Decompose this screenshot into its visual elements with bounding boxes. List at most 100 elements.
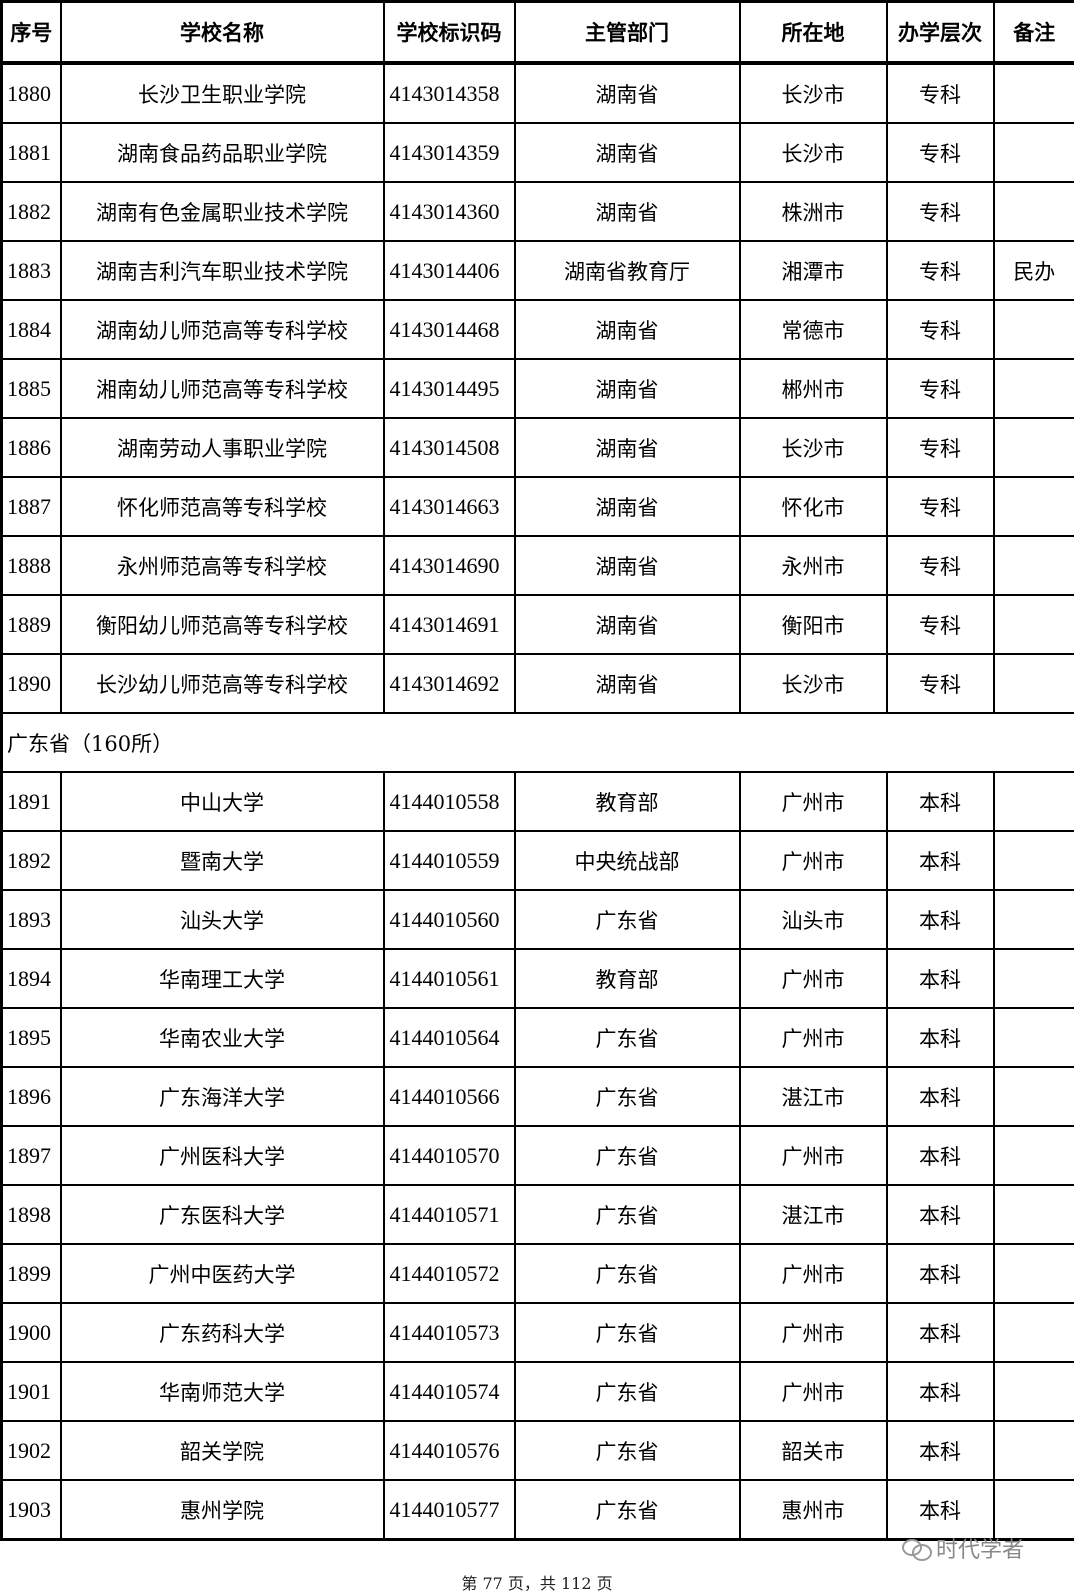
cell-school-code: 4144010576 [382, 1420, 516, 1481]
cell-remarks [992, 1420, 1074, 1481]
header-remarks: 备注 [992, 0, 1074, 65]
cell-location: 长沙市 [738, 122, 888, 183]
table-row: 1889 衡阳幼儿师范高等专科学校 4143014691 湖南省 衡阳市 专科 [0, 594, 1074, 655]
cell-school-name: 广东海洋大学 [59, 1066, 385, 1127]
cell-index: 1903 [0, 1479, 62, 1541]
cell-index: 1902 [0, 1420, 62, 1481]
header-authority: 主管部门 [513, 0, 741, 65]
cell-index: 1882 [0, 181, 62, 242]
table-row: 1897 广州医科大学 4144010570 广东省 广州市 本科 [0, 1125, 1074, 1186]
cell-authority: 湖南省 [513, 594, 741, 655]
cell-level: 本科 [885, 1479, 995, 1541]
cell-level: 专科 [885, 240, 995, 301]
cell-remarks [992, 948, 1074, 1009]
cell-authority: 湖南省 [513, 62, 741, 124]
cell-authority: 湖南省 [513, 299, 741, 360]
cell-location: 广州市 [738, 1361, 888, 1422]
table-row: 1887 怀化师范高等专科学校 4143014663 湖南省 怀化市 专科 [0, 476, 1074, 537]
cell-level: 专科 [885, 299, 995, 360]
header-level: 办学层次 [885, 0, 995, 65]
cell-school-name: 惠州学院 [59, 1479, 385, 1541]
cell-remarks [992, 1302, 1074, 1363]
cell-remarks: 民办 [992, 240, 1074, 301]
cell-authority: 广东省 [513, 1184, 741, 1245]
cell-remarks [992, 299, 1074, 360]
cell-level: 本科 [885, 948, 995, 1009]
cell-authority: 湖南省 [513, 358, 741, 419]
cell-index: 1881 [0, 122, 62, 183]
cell-level: 专科 [885, 358, 995, 419]
cell-remarks [992, 358, 1074, 419]
cell-index: 1890 [0, 653, 62, 714]
header-location: 所在地 [738, 0, 888, 65]
cell-level: 本科 [885, 1184, 995, 1245]
cell-authority: 湖南省 [513, 535, 741, 596]
cell-level: 本科 [885, 1125, 995, 1186]
cell-authority: 中央统战部 [513, 830, 741, 891]
cell-location: 韶关市 [738, 1420, 888, 1481]
cell-level: 本科 [885, 1420, 995, 1481]
cell-school-code: 4144010574 [382, 1361, 516, 1422]
table-row: 1888 永州师范高等专科学校 4143014690 湖南省 永州市 专科 [0, 535, 1074, 596]
cell-authority: 广东省 [513, 1066, 741, 1127]
cell-level: 专科 [885, 417, 995, 478]
cell-school-name: 广州中医药大学 [59, 1243, 385, 1304]
school-list-table: 序号 学校名称 学校标识码 主管部门 所在地 办学层次 备注 1880 长沙卫生职… [0, 0, 1074, 1541]
cell-location: 湘潭市 [738, 240, 888, 301]
cell-location: 长沙市 [738, 417, 888, 478]
cell-remarks [992, 889, 1074, 950]
header-index: 序号 [0, 0, 62, 65]
cell-school-code: 4144010566 [382, 1066, 516, 1127]
cell-level: 专科 [885, 62, 995, 124]
cell-remarks [992, 594, 1074, 655]
table-body: 1880 长沙卫生职业学院 4143014358 湖南省 长沙市 专科 1881 湖南食品药品… [0, 62, 1074, 1541]
cell-school-name: 湖南吉利汽车职业技术学院 [59, 240, 385, 301]
cell-location: 常德市 [738, 299, 888, 360]
cell-index: 1886 [0, 417, 62, 478]
cell-school-code: 4144010561 [382, 948, 516, 1009]
cell-school-code: 4144010572 [382, 1243, 516, 1304]
table-row: 1901 华南师范大学 4144010574 广东省 广州市 本科 [0, 1361, 1074, 1422]
cell-authority: 广东省 [513, 1302, 741, 1363]
cell-school-name: 广州医科大学 [59, 1125, 385, 1186]
cell-level: 本科 [885, 1302, 995, 1363]
table-row: 1902 韶关学院 4144010576 广东省 韶关市 本科 [0, 1420, 1074, 1481]
cell-level: 专科 [885, 653, 995, 714]
cell-remarks [992, 535, 1074, 596]
cell-level: 本科 [885, 830, 995, 891]
table-header: 序号 学校名称 学校标识码 主管部门 所在地 办学层次 备注 [0, 0, 1074, 65]
cell-index: 1892 [0, 830, 62, 891]
cell-remarks [992, 62, 1074, 124]
cell-authority: 广东省 [513, 1479, 741, 1541]
cell-index: 1893 [0, 889, 62, 950]
cell-level: 本科 [885, 771, 995, 832]
cell-school-code: 4143014406 [382, 240, 516, 301]
cell-school-code: 4143014468 [382, 299, 516, 360]
table-row: 1899 广州中医药大学 4144010572 广东省 广州市 本科 [0, 1243, 1074, 1304]
cell-index: 1888 [0, 535, 62, 596]
cell-remarks [992, 830, 1074, 891]
cell-index: 1887 [0, 476, 62, 537]
table-row: 1881 湖南食品药品职业学院 4143014359 湖南省 长沙市 专科 [0, 122, 1074, 183]
cell-remarks [992, 476, 1074, 537]
cell-location: 衡阳市 [738, 594, 888, 655]
cell-school-name: 中山大学 [59, 771, 385, 832]
cell-school-code: 4143014495 [382, 358, 516, 419]
cell-authority: 湖南省 [513, 417, 741, 478]
cell-index: 1897 [0, 1125, 62, 1186]
cell-location: 怀化市 [738, 476, 888, 537]
cell-school-name: 暨南大学 [59, 830, 385, 891]
header-school-code: 学校标识码 [382, 0, 516, 65]
cell-index: 1883 [0, 240, 62, 301]
cell-remarks [992, 771, 1074, 832]
cell-remarks [992, 1361, 1074, 1422]
cell-school-code: 4143014663 [382, 476, 516, 537]
cell-school-code: 4144010573 [382, 1302, 516, 1363]
cell-school-name: 湖南有色金属职业技术学院 [59, 181, 385, 242]
cell-school-code: 4143014508 [382, 417, 516, 478]
cell-school-code: 4144010560 [382, 889, 516, 950]
cell-location: 广州市 [738, 771, 888, 832]
table-row: 1893 汕头大学 4144010560 广东省 汕头市 本科 [0, 889, 1074, 950]
cell-school-name: 长沙卫生职业学院 [59, 62, 385, 124]
cell-school-name: 湖南食品药品职业学院 [59, 122, 385, 183]
